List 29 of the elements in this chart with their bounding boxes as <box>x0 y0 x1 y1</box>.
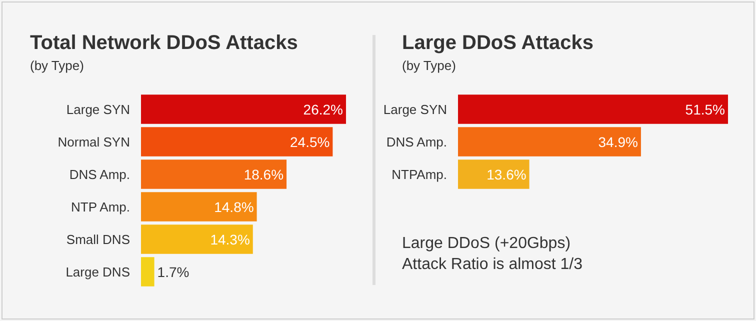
bar <box>141 127 333 156</box>
y-tick-label: Large SYN <box>66 102 130 117</box>
data-label: 1.7% <box>157 264 190 280</box>
data-label: 26.2% <box>303 101 343 118</box>
bar <box>141 224 253 254</box>
y-tick-label: DNS Amp. <box>386 134 447 150</box>
data-label: 18.6% <box>244 166 284 182</box>
data-label: 51.5% <box>685 101 725 118</box>
chart-subtitle: (by Type) <box>30 58 84 73</box>
data-label: 14.3% <box>210 231 250 248</box>
data-label: 14.8% <box>214 198 254 215</box>
bar <box>141 160 287 189</box>
y-tick-label: Large SYN <box>383 102 447 117</box>
data-label: 34.9% <box>598 134 638 150</box>
y-tick-label: Normal SYN <box>58 134 130 150</box>
bar <box>141 257 154 286</box>
bar <box>141 192 257 222</box>
y-tick-label: Small DNS <box>66 232 130 247</box>
chart-title: Total Network DDoS Attacks <box>30 32 298 54</box>
chart-title: Large DDoS Attacks <box>402 32 594 54</box>
data-label: 13.6% <box>486 166 526 182</box>
y-tick-label: NTP Amp. <box>70 199 130 214</box>
text: Large DDoS (+20Gbps) Attack Ratio is almost 1/3 <box>402 235 583 273</box>
data-label: 24.5% <box>290 134 330 150</box>
y-tick-label: NTPAmp. <box>392 166 447 182</box>
y-tick-label: Large DNS <box>66 264 130 280</box>
chart-subtitle: (by Type) <box>402 58 456 73</box>
bar <box>141 94 346 124</box>
y-tick-label: DNS Amp. <box>69 166 130 182</box>
